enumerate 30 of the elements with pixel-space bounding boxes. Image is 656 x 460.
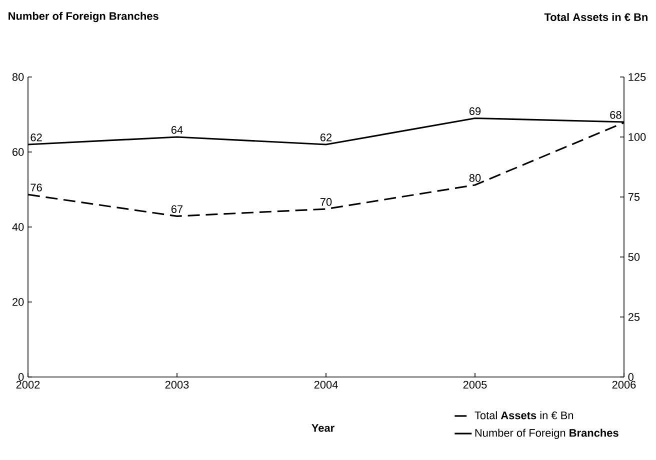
y-tick-label: 0 (18, 373, 24, 381)
data-label: 62 (30, 134, 42, 142)
y2-tick-label: 50 (628, 253, 640, 261)
x-tick-label: 2005 (463, 380, 487, 389)
data-label: 76 (30, 184, 42, 192)
y-tick-label: 80 (12, 73, 24, 81)
data-label: 62 (320, 134, 332, 142)
y2-tick-label: 125 (628, 73, 646, 81)
y2-tick-label: 25 (628, 313, 640, 321)
x-tick-label: 2006 (612, 380, 636, 389)
data-label: 64 (171, 126, 183, 134)
data-label: 69 (469, 107, 481, 116)
y2-tick-label: 0 (628, 373, 634, 381)
y2-tick-label: 75 (628, 193, 640, 201)
data-label: 67 (171, 205, 183, 214)
y-axis-title: Number of Foreign Branches (8, 12, 158, 22)
data-label: 70 (320, 198, 332, 206)
y-tick-label: 20 (12, 298, 24, 306)
y2-tick-label: 100 (628, 133, 646, 141)
x-tick-label: 2003 (165, 380, 189, 389)
data-label: 80 (469, 174, 481, 182)
x-axis-title: Year (312, 424, 334, 432)
legend-label: Total Assets in € Bn (474, 411, 574, 420)
data-label: 68 (610, 111, 622, 119)
x-tick-label: 2002 (16, 380, 40, 389)
legend-label: Number of Foreign Branches (475, 428, 618, 439)
y2-axis-title: Total Assets in € Bn (544, 12, 648, 22)
y-tick-label: 40 (12, 223, 24, 231)
x-tick-label: 2004 (314, 380, 338, 389)
y-tick-label: 60 (12, 148, 24, 156)
